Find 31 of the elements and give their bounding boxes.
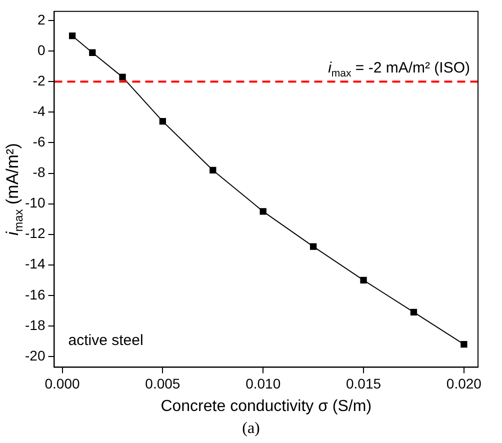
y-tick-label: -20 xyxy=(25,347,46,364)
point xyxy=(460,340,468,348)
point xyxy=(410,308,418,316)
y-tick-label: -2 xyxy=(32,72,46,89)
y-tick-label: -16 xyxy=(25,286,46,302)
point xyxy=(89,49,96,56)
y-tick-label: -12 xyxy=(25,225,46,242)
y-tick-label: -14 xyxy=(25,256,46,272)
y-tick-label: -10 xyxy=(25,194,46,211)
text: (a) xyxy=(241,420,261,438)
point xyxy=(159,118,166,125)
point xyxy=(360,276,367,284)
x-tick-label: 0.005 xyxy=(145,375,180,392)
point xyxy=(68,32,76,40)
y-tick-label: 2 xyxy=(37,11,46,28)
y-tick-label: -18 xyxy=(25,316,46,333)
y-axis-title: imax (mA/m²) xyxy=(3,143,26,236)
point xyxy=(310,243,317,250)
y-tick-label: -8 xyxy=(32,164,46,180)
x-axis-title: Concrete conductivity σ (S/m) xyxy=(160,398,372,416)
point xyxy=(119,74,126,80)
point xyxy=(260,208,266,215)
y-tick-label: -4 xyxy=(32,103,46,120)
y-tick-label: 0 xyxy=(37,42,46,58)
x-tick-label: 0.000 xyxy=(44,375,80,392)
y-tick-label: -6 xyxy=(32,134,46,150)
annotation: active steel xyxy=(68,332,144,350)
point xyxy=(210,166,216,174)
x-tick-label: 0.020 xyxy=(446,375,482,392)
x-tick-label: 0.015 xyxy=(346,375,382,392)
x-tick-label: 0.010 xyxy=(246,375,281,392)
